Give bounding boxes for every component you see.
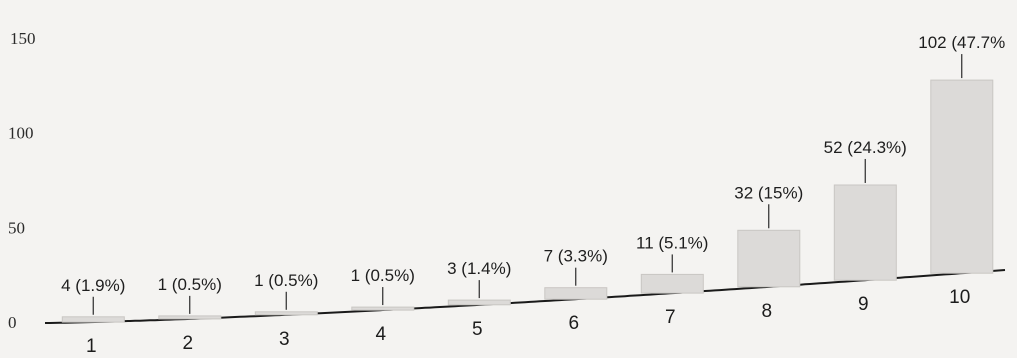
x-tick-label: 3 <box>279 329 290 350</box>
y-tick-label: 150 <box>10 29 36 48</box>
bar <box>254 311 318 316</box>
x-axis-ticks: 1 2 3 4 5 6 7 8 9 10 <box>86 287 970 357</box>
data-label: 102 (47.7% <box>918 33 1005 52</box>
data-labels: 4 (1.9%) 1 (0.5%) 1 (0.5%) 1 (0.5%) 3 (1.4%)… <box>61 33 1005 295</box>
y-tick-label: 100 <box>8 124 34 143</box>
x-tick-label: 7 <box>665 307 676 328</box>
x-tick-label: 2 <box>182 333 193 354</box>
data-label: 1 (0.5%) <box>254 271 318 290</box>
bar <box>447 299 511 306</box>
x-tick-label: 8 <box>761 301 772 322</box>
y-axis-ticks: 0 50 100 150 <box>8 29 36 332</box>
x-tick-label: 4 <box>375 324 386 345</box>
bar <box>158 315 222 320</box>
data-label: 3 (1.4%) <box>447 259 511 278</box>
bar <box>930 79 994 274</box>
x-tick-label: 1 <box>86 336 97 357</box>
bars <box>61 79 994 323</box>
bar <box>737 229 801 288</box>
bar <box>544 287 608 300</box>
y-tick-label: 0 <box>8 313 17 332</box>
x-tick-label: 9 <box>858 294 869 315</box>
bar <box>833 184 897 281</box>
data-label: 1 (0.5%) <box>351 266 415 285</box>
y-tick-label: 50 <box>8 218 25 237</box>
x-tick-label: 5 <box>472 319 483 340</box>
data-label: 7 (3.3%) <box>544 247 608 266</box>
bar <box>351 306 415 311</box>
data-label: 4 (1.9%) <box>61 276 125 295</box>
x-tick-label: 10 <box>949 287 970 308</box>
bar <box>640 273 704 294</box>
data-label: 1 (0.5%) <box>158 275 222 294</box>
data-label: 52 (24.3%) <box>824 138 907 157</box>
x-tick-label: 6 <box>568 313 579 334</box>
data-label: 32 (15%) <box>734 183 803 202</box>
data-label: 11 (5.1%) <box>636 233 708 252</box>
data-label-leaders <box>92 54 963 315</box>
bar <box>61 316 125 323</box>
